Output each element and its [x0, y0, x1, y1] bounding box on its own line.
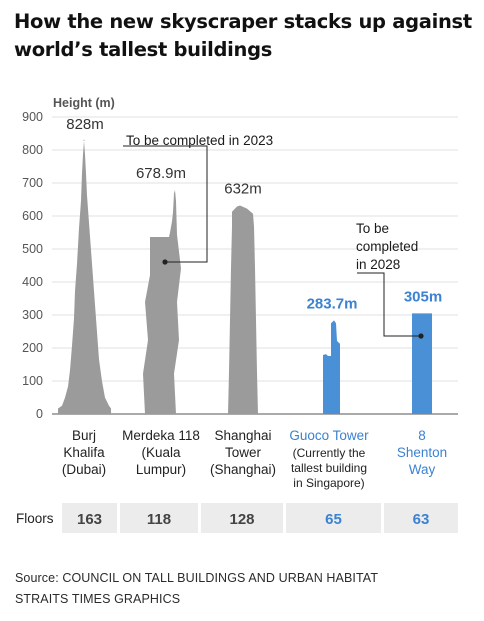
y-tick-label: 800: [22, 143, 43, 157]
y-tick-label: 700: [22, 176, 43, 190]
building-1: [58, 140, 111, 414]
category-label: Tower: [225, 445, 262, 460]
y-tick-label: 600: [22, 209, 43, 223]
y-tick-label: 0: [36, 407, 43, 421]
floors-value: 65: [325, 511, 342, 528]
annotation-leader: [123, 145, 208, 263]
annotation-dot: [418, 333, 424, 339]
building-2: [143, 189, 181, 414]
category-note: (Currently the: [293, 446, 366, 460]
y-axis-label: Height (m): [53, 96, 115, 110]
floors-label: Floors: [16, 511, 54, 526]
chart: 0 100 200 300 400 500 600 700 800 900 Height (m) 8…: [16, 96, 458, 533]
annotation-text: To be completed in 2023: [126, 133, 273, 148]
category-label: Merdeka 118: [122, 428, 200, 443]
category-label: Lumpur): [136, 462, 186, 477]
floors-cell: [201, 503, 283, 533]
category-label: Burj: [72, 428, 96, 443]
category-label: Way: [409, 462, 436, 477]
source-line: Source: COUNCIL ON TALL BUILDINGS AND UR…: [15, 571, 379, 585]
category-label: (Kuala: [141, 445, 181, 460]
category-label: 8: [418, 428, 426, 443]
floors-cell: [62, 503, 117, 533]
floors-value: 163: [77, 511, 102, 528]
y-tick-label: 200: [22, 341, 43, 355]
floors-cell: [384, 503, 458, 533]
y-tick-label: 400: [22, 275, 43, 289]
y-tick-label: 100: [22, 374, 43, 388]
floors-value: 63: [413, 511, 430, 528]
y-tick-label: 300: [22, 308, 43, 322]
category-note: in Singapore): [293, 476, 364, 490]
chart-title: How the new skyscraper stacks up against…: [14, 10, 472, 61]
y-tick-label: 500: [22, 242, 43, 256]
building-3: [228, 205, 258, 414]
category-label: Khalifa: [63, 445, 105, 460]
annotation-text: To be: [356, 221, 389, 236]
category-label: Guoco Tower: [289, 428, 369, 443]
annotation-text: in 2028: [356, 257, 400, 272]
floors-cell: [286, 503, 381, 533]
annotation-text: completed: [356, 239, 418, 254]
category-label: Shanghai: [214, 428, 271, 443]
source-note: Source: COUNCIL ON TALL BUILDINGS AND UR…: [15, 568, 378, 610]
y-tick-label: 900: [22, 110, 43, 124]
floors-cell: [120, 503, 198, 533]
value-label: 828m: [66, 116, 104, 133]
floors-value: 118: [147, 511, 171, 528]
floors-value: 128: [229, 511, 254, 528]
value-label: 283.7m: [307, 295, 358, 312]
annotation-dot: [162, 259, 168, 265]
value-label: 305m: [404, 288, 442, 305]
category-label: Shenton: [397, 445, 447, 460]
category-label: (Shanghai): [210, 462, 276, 477]
category-note: tallest building: [291, 461, 367, 475]
value-label: 678.9m: [136, 165, 186, 182]
building-5: [412, 313, 432, 414]
credit-line: STRAITS TIMES GRAPHICS: [15, 592, 181, 606]
annotation-leader: [357, 272, 421, 337]
building-4: [323, 320, 340, 414]
value-label: 632m: [224, 180, 262, 197]
category-label: (Dubai): [62, 462, 106, 477]
